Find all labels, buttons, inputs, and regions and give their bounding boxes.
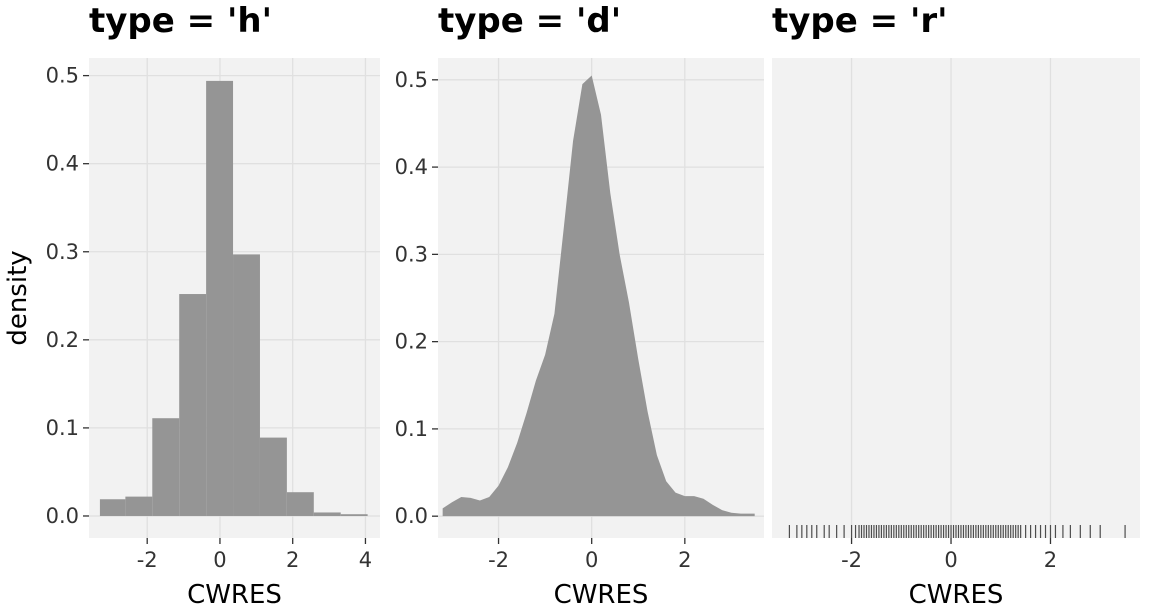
x-tick-label: 2	[286, 548, 299, 572]
y-tick-label: 0.4	[395, 155, 428, 179]
x-tick-label: -2	[488, 548, 509, 572]
y-tick-label: 0.0	[395, 504, 428, 528]
histogram-bar	[206, 80, 234, 516]
histogram-bar	[99, 499, 126, 516]
x-tick-label: 0	[944, 548, 957, 572]
y-tick-label: 0.5	[395, 68, 428, 92]
panel-background	[772, 58, 1140, 538]
x-tick-label: 0	[213, 548, 226, 572]
density-area	[442, 75, 755, 517]
panel-title: type = 'r'	[772, 1, 948, 41]
x-tick-label: -2	[841, 548, 862, 572]
histogram-bar	[179, 294, 207, 516]
x-tick-label: 2	[1044, 548, 1057, 572]
y-tick-label: 0.2	[395, 330, 428, 354]
histogram-bar	[233, 254, 260, 516]
x-axis-label: CWRES	[909, 580, 1004, 610]
y-tick-label: 0.3	[46, 240, 79, 264]
y-tick-label: 0.4	[46, 152, 79, 176]
panel-1: type = 'h' -2 0 2 4 0.0 0.1 0.2 0.3 0.4 0.5 CWRES	[46, 1, 380, 610]
histogram-bar	[313, 512, 341, 516]
histogram-bar	[152, 418, 180, 516]
y-tick-label: 0.1	[395, 417, 428, 441]
panel-2: type = 'd' -2 0 2 0.0 0.1 0.2 0.3 0.4 0.5 CWRES	[395, 1, 764, 610]
panel-title: type = 'd'	[438, 1, 621, 41]
x-tick-label: 4	[359, 548, 372, 572]
y-axis-label: density	[3, 250, 33, 345]
y-tick-label: 0.2	[46, 328, 79, 352]
panel-title: type = 'h'	[89, 1, 272, 41]
y-tick-label: 0.0	[46, 504, 79, 528]
y-tick-label: 0.1	[46, 416, 79, 440]
x-tick-label: 2	[678, 548, 691, 572]
x-tick-label: -2	[137, 548, 158, 572]
x-tick-label: 0	[585, 548, 598, 572]
histogram-bar	[125, 496, 153, 516]
y-tick-label: 0.5	[46, 64, 79, 88]
x-axis-label: CWRES	[187, 580, 282, 610]
histogram-bar	[340, 514, 368, 516]
panel-3: type = 'r' -2 0 2 CWRES	[772, 1, 1140, 610]
histogram-bar	[259, 437, 287, 516]
y-tick-label: 0.3	[395, 242, 428, 266]
histogram-bar	[286, 492, 314, 516]
x-axis-label: CWRES	[554, 580, 649, 610]
